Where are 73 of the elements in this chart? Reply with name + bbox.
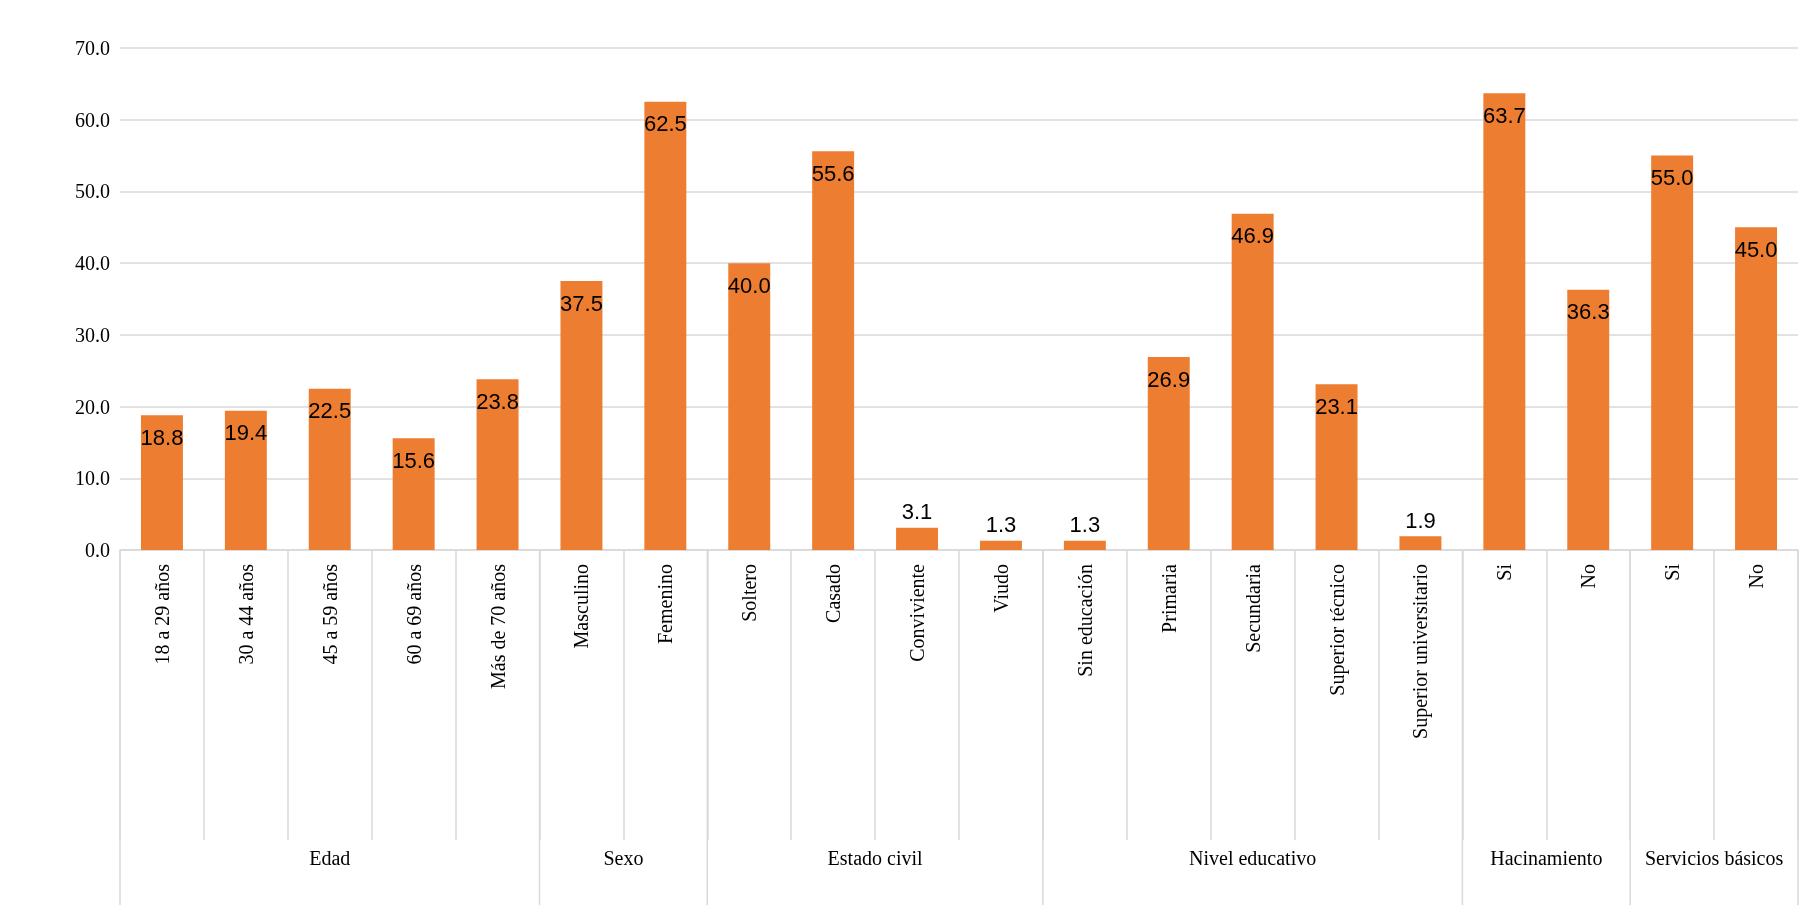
data-label: 22.5 [308,398,352,424]
x-tick-label: Más de 70 años [486,563,509,689]
data-label: 19.4 [224,420,268,446]
data-label: 23.8 [476,388,519,414]
bar [979,540,1022,550]
y-tick-label: 20.0 [75,395,110,418]
data-label: 3.1 [901,499,933,525]
x-tick-label: Masculino [570,564,593,649]
y-tick-label: 70.0 [75,37,110,59]
x-tick-label: 45 a 59 años [318,563,341,665]
x-tick-label: 60 a 69 años [402,563,425,665]
x-tick-label: Superior universitario [1409,564,1433,739]
bar [392,438,435,550]
text: Estado civil [827,847,924,869]
bar [896,527,939,550]
x-tick-label: Sin educación [1073,564,1096,677]
x-tick-label: Casado [822,564,845,623]
x-tick-label: Si [1661,563,1684,581]
bar [1735,227,1778,550]
text: Hacinamiento [1490,847,1603,869]
bar [644,101,687,550]
bar [1399,536,1442,550]
data-label: 1.3 [985,512,1017,538]
data-label: 40.0 [727,272,771,298]
x-tick-label: Conviviente [906,563,929,662]
data-label: 62.5 [643,111,687,137]
x-tick-label: Superior técnico [1325,564,1349,696]
x-tick-label: 30 a 44 años [234,563,257,665]
bar [308,388,351,550]
bar [1063,540,1106,550]
data-label: 63.7 [1482,102,1526,128]
text: Edad [309,847,351,869]
y-tick-label: 40.0 [75,252,110,275]
x-tick-label: No [1577,564,1600,589]
bar [1651,155,1694,550]
bar [1147,357,1190,550]
data-label: 45.0 [1734,236,1778,262]
y-tick-label: 0.0 [85,539,110,561]
bar [812,151,855,550]
x-tick-label: Femenino [654,564,677,644]
x-tick-label: Soltero [738,564,761,622]
x-tick-label: Secundaria [1241,563,1264,653]
y-tick-label: 10.0 [75,467,110,490]
bar [560,281,603,550]
bar [1567,289,1610,550]
bar [140,415,183,550]
bar [1231,213,1274,550]
data-label: 1.3 [1069,512,1101,538]
data-label: 23.1 [1315,393,1358,419]
x-tick-label: No [1745,564,1768,589]
text: Sexo [603,847,644,869]
data-label: 55.0 [1650,165,1694,191]
data-label: 18.8 [140,424,184,450]
x-tick-label: 18 a 29 años [150,563,173,665]
data-label: 26.9 [1147,366,1191,392]
y-tick-label: 30.0 [75,323,110,346]
data-label: 15.6 [392,447,436,473]
x-tick-label: Si [1493,563,1516,581]
x-tick-label: Viudo [989,564,1012,613]
y-tick-label: 60.0 [75,108,110,131]
bar [476,379,519,550]
y-tick-label: 50.0 [75,180,110,203]
data-label: 37.5 [560,290,603,316]
bar [224,410,267,550]
x-tick-label: Primaria [1157,563,1180,633]
bar [1315,384,1358,550]
text: Nivel educativo [1189,847,1317,869]
data-label: 55.6 [811,160,855,186]
data-label: 1.9 [1405,507,1436,533]
data-label: 36.3 [1566,299,1610,325]
bar [728,263,771,550]
bar [1483,93,1526,550]
text: Servicios básicos [1644,847,1784,869]
